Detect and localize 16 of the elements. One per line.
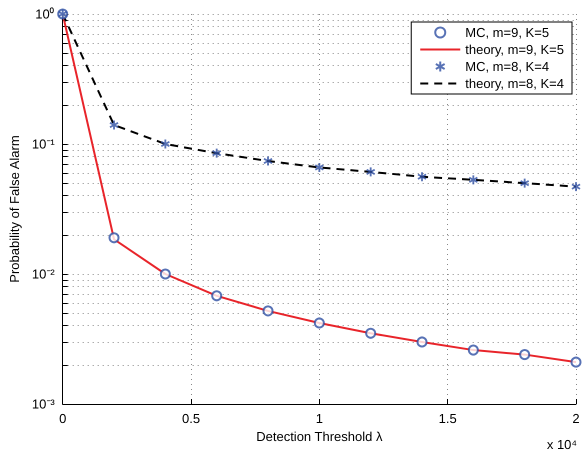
- y-tick-label: 10⁻²: [32, 266, 56, 282]
- y-tick-label: 10⁰: [35, 6, 55, 22]
- x-tick-label: 0: [59, 411, 66, 426]
- legend-label: MC, m=9, K=5: [465, 25, 550, 40]
- x-tick-label: 1.5: [438, 411, 457, 426]
- legend-label: theory, m=8, K=4: [465, 76, 564, 91]
- legend-label: theory, m=9, K=5: [465, 42, 564, 57]
- y-tick-label: 10⁻¹: [32, 136, 56, 152]
- x-axis-title: Detection Threshold λ: [256, 429, 383, 444]
- legend-label: MC, m=8, K=4: [465, 59, 550, 74]
- y-axis-title: Probability of False Alarm: [7, 135, 22, 283]
- x-tick-label: 0.5: [182, 411, 200, 426]
- text: x 10⁴: [546, 437, 578, 452]
- x-tick-label: 2: [572, 411, 580, 426]
- x-tick-label: 1: [316, 411, 323, 426]
- y-tick-label: 10⁻³: [32, 396, 56, 412]
